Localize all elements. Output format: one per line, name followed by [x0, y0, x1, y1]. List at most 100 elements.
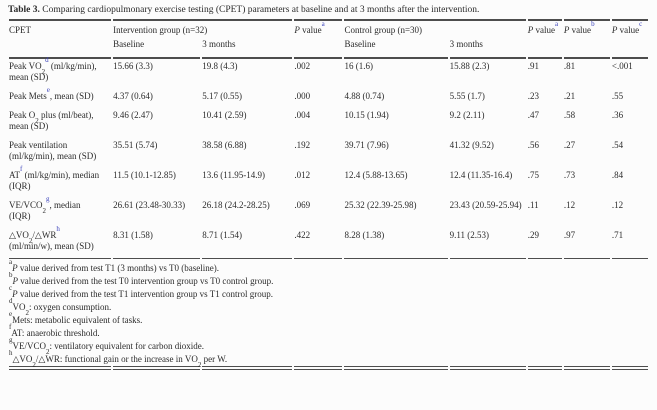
data-cell: 15.88 (2.3) — [449, 61, 490, 71]
bottom-rule-segment — [527, 366, 562, 370]
data-cell: .97 — [563, 228, 610, 259]
col-header-3months-control: 3 months — [449, 36, 526, 59]
col-header-cpet: CPET — [9, 19, 112, 36]
header-row-timepoints: Baseline 3 months Baseline 3 months — [9, 36, 648, 59]
row-label: VE/VCO2g, median (IQR) — [9, 195, 81, 222]
data-cell: .71 — [611, 228, 648, 259]
bottom-rule-segment — [449, 366, 526, 370]
footnote: gVE/VCO2: ventilatory equivalent for car… — [9, 336, 204, 356]
data-cell: .192 — [294, 140, 311, 150]
header-spacer — [563, 36, 610, 59]
col-header-p-value-a-intervention: P valuea — [294, 19, 343, 36]
col-header-3months-intervention: 3 months — [202, 36, 293, 59]
data-cell: 5.55 (1.7) — [449, 91, 485, 101]
col-header-p-value-c: P valuec — [611, 19, 648, 36]
data-cell: .73 — [563, 170, 576, 180]
footnote: h△VO2/△WR: functional gain or the increa… — [9, 349, 228, 369]
table-row-ve-vco2: VE/VCO2g, median (IQR) 26.61 (23.48-30.3… — [9, 195, 648, 228]
col-header-control-group: Control group (n=30) — [344, 19, 526, 36]
data-cell: 13.6 (11.95-14.9) — [202, 170, 265, 180]
data-cell: .11 — [527, 200, 539, 210]
data-cell: 39.71 (7.96) — [344, 140, 389, 150]
row-label: Peak VO2d (ml/kg/min), mean (SD) — [9, 56, 97, 83]
data-cell: 41.32 (9.52) — [449, 140, 494, 150]
data-cell: 9.2 (2.11) — [449, 110, 485, 120]
footnote: eMets: metabolic equivalent of tasks. — [9, 310, 143, 326]
footnote-a: aP value derived from test T1 (3 months)… — [9, 259, 648, 275]
data-cell: 4.88 (0.74) — [344, 91, 385, 101]
data-cell: 11.5 (10.1-12.85) — [113, 170, 176, 180]
data-cell: .004 — [294, 110, 311, 120]
header-spacer — [527, 36, 562, 59]
bottom-rule-segment — [294, 366, 343, 370]
data-cell: .56 — [527, 140, 540, 150]
footnote-b: bP value derived from the test T0 interv… — [9, 271, 648, 288]
row-label: ATf (ml/kg/min), median (IQR) — [9, 165, 100, 192]
data-cell: 25.32 (22.39-25.98) — [344, 200, 417, 210]
data-cell: .58 — [563, 110, 576, 120]
data-cell: .29 — [527, 228, 562, 259]
data-cell: 26.61 (23.48-30.33) — [113, 200, 186, 210]
footnote: bP value derived from the test T0 interv… — [9, 271, 274, 287]
data-cell: <.001 — [611, 61, 633, 71]
bottom-rule-segment — [113, 366, 201, 370]
data-cell: .91 — [527, 61, 540, 71]
footnote-g: gVE/VCO2: ventilatory equivalent for car… — [9, 336, 648, 356]
bottom-rule-segment — [202, 366, 293, 370]
row-label: Peak O2 plus (ml/beat), mean (SD) — [9, 110, 94, 131]
data-cell: 8.31 (1.58) — [113, 228, 201, 259]
data-cell: .55 — [611, 91, 624, 101]
data-cell: .422 — [294, 228, 343, 259]
table-row-peak-ventilation: Peak ventilation (ml/kg/min), mean (SD) … — [9, 138, 648, 168]
data-cell: 23.43 (20.59-25.94) — [449, 200, 522, 210]
data-cell: 10.15 (1.94) — [344, 110, 389, 120]
table-row-at: ATf (ml/kg/min), median (IQR) 11.5 (10.1… — [9, 165, 648, 198]
data-cell: .21 — [563, 91, 576, 101]
table-row-peak-vo2: Peak VO2d (ml/kg/min), mean (SD) 15.66 (… — [9, 56, 648, 89]
data-cell: 16 (1.6) — [344, 61, 373, 71]
bottom-rule-segment — [611, 366, 648, 370]
data-cell: 8.71 (1.54) — [202, 228, 293, 259]
data-cell: .000 — [294, 91, 311, 101]
data-cell: .23 — [527, 91, 540, 101]
footnote: aP value derived from test T1 (3 months)… — [9, 258, 219, 274]
footnote-f: fAT: anaerobic threshold. — [9, 323, 648, 340]
data-cell: 15.66 (3.3) — [113, 61, 153, 71]
table-row-peak-o2-plus: Peak O2 plus (ml/beat), mean (SD) 9.46 (… — [9, 108, 648, 138]
footnote-e: eMets: metabolic equivalent of tasks. — [9, 310, 648, 327]
header-spacer — [611, 36, 648, 59]
table-caption-text: Comparing cardiopulmonary exercise testi… — [39, 5, 480, 15]
row-label: Peak ventilation (ml/kg/min), mean (SD) — [9, 140, 97, 161]
data-cell: .069 — [294, 200, 311, 210]
row-label: Peak Metse, mean (SD) — [9, 86, 94, 102]
data-cell: .27 — [563, 140, 576, 150]
bottom-double-rule — [9, 366, 648, 370]
data-cell: 35.51 (5.74) — [113, 140, 158, 150]
data-cell: .012 — [294, 170, 311, 180]
footnote: cP value derived from the test T1 interv… — [9, 284, 273, 300]
data-cell: .12 — [611, 200, 624, 210]
data-cell: .84 — [611, 170, 624, 180]
data-cell: 12.4 (11.35-16.4) — [449, 170, 513, 180]
data-cell: 12.4 (5.88-13.65) — [344, 170, 408, 180]
data-cell: .002 — [294, 61, 311, 71]
header-spacer — [294, 36, 343, 59]
footnote: fAT: anaerobic threshold. — [9, 323, 100, 339]
footnote-h: h△VO2/△WR: functional gain or the increa… — [9, 349, 648, 369]
data-cell: .81 — [563, 61, 576, 71]
col-header-intervention-group: Intervention group (n=32) — [113, 19, 293, 36]
col-header-p-value-a-control: P valuea — [527, 19, 562, 36]
row-label: △VO2/△WRh (ml/min/w), mean (SD) — [9, 226, 112, 259]
data-cell: 38.58 (6.88) — [202, 140, 247, 150]
col-header-p-value-b: P valueb — [563, 19, 610, 36]
data-cell: 8.28 (1.38) — [344, 228, 448, 259]
data-cell: .47 — [527, 110, 540, 120]
data-cell: 5.17 (0.55) — [202, 91, 243, 101]
col-header-baseline-intervention: Baseline — [113, 36, 201, 59]
header-spacer — [9, 36, 112, 59]
table-caption: Table 3. Comparing cardiopulmonary exerc… — [8, 4, 650, 16]
col-header-baseline-control: Baseline — [344, 36, 448, 59]
bottom-rule-segment — [344, 366, 448, 370]
data-cell: .54 — [611, 140, 624, 150]
table-row-peak-mets: Peak Metse, mean (SD) 4.37 (0.64) 5.17 (… — [9, 86, 648, 108]
